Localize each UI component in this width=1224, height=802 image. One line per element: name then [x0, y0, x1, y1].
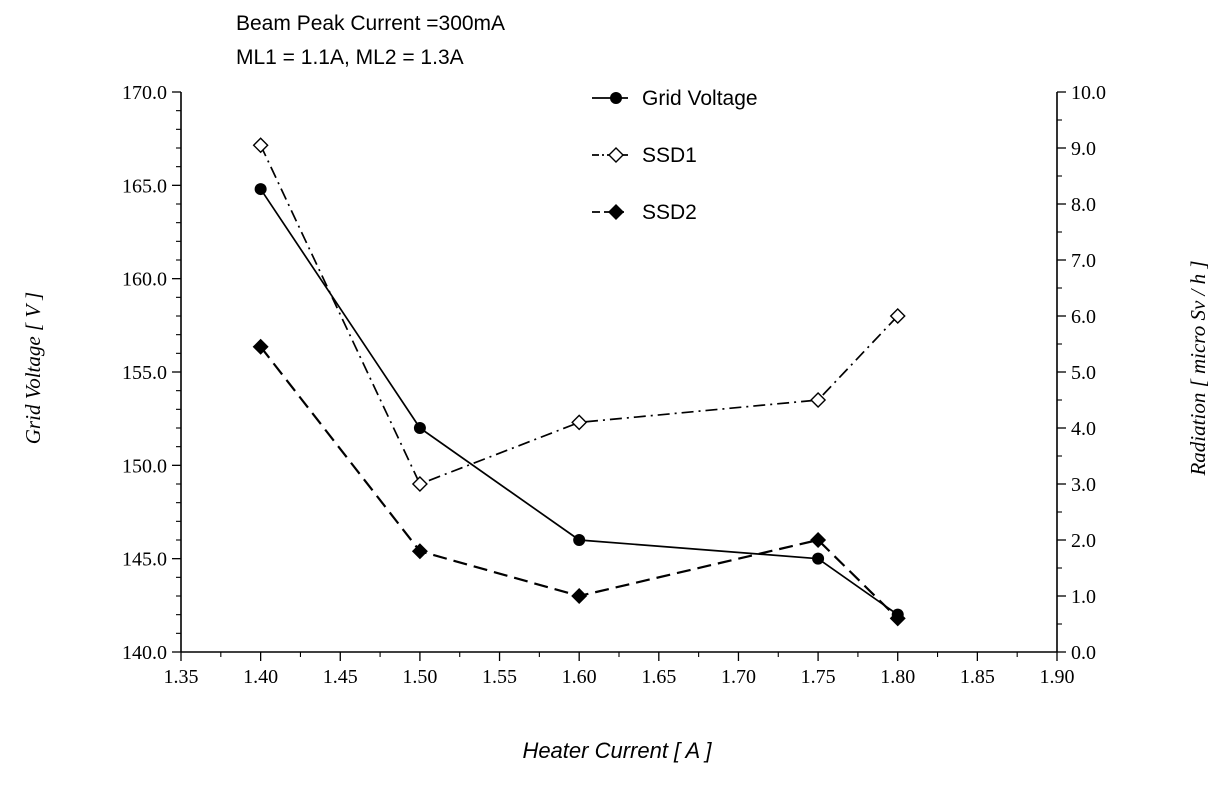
- y-right-tick-label: 6.0: [1071, 306, 1096, 328]
- x-tick-label: 1.60: [562, 666, 597, 688]
- annotation-ml-currents: ML1 = 1.1A, ML2 = 1.3A: [236, 46, 464, 69]
- x-tick-label: 1.75: [801, 666, 836, 688]
- data-point-grid-voltage: [812, 552, 825, 565]
- y-right-tick-label: 7.0: [1071, 250, 1096, 272]
- legend: Grid Voltage SSD1 SSD2: [592, 87, 758, 224]
- data-point-grid-voltage: [573, 534, 586, 546]
- legend-marker-ssd2: [608, 204, 624, 220]
- x-tick-label: 1.80: [880, 666, 915, 688]
- legend-label-ssd1: SSD1: [642, 144, 697, 167]
- y-right-tick-label: 2.0: [1071, 530, 1096, 552]
- y-left-tick-label: 155.0: [122, 362, 167, 384]
- data-point-ssd2: [252, 338, 269, 355]
- x-tick-label: 1.40: [243, 666, 278, 688]
- y-right-tick-label: 0.0: [1071, 642, 1096, 664]
- series-group: [252, 137, 906, 627]
- x-tick-label: 1.35: [164, 666, 199, 688]
- legend-label-ssd2: SSD2: [642, 201, 697, 224]
- y-left-tick-label: 140.0: [122, 642, 167, 664]
- data-point-grid-voltage: [254, 183, 267, 196]
- y-left-tick-label: 150.0: [122, 455, 167, 477]
- data-point-ssd2: [889, 610, 906, 627]
- y-left-tick-label: 165.0: [122, 175, 167, 197]
- series-line-ssd1: [259, 144, 899, 486]
- x-axis-label: Heater Current [ A ]: [522, 738, 712, 763]
- y-left-tick-label: 145.0: [122, 549, 167, 571]
- legend-marker-ssd1: [608, 147, 624, 163]
- data-point-ssd2: [411, 543, 428, 560]
- x-tick-label: 1.65: [641, 666, 676, 688]
- axes-group: [180, 92, 1058, 653]
- x-tick-label: 1.90: [1040, 666, 1075, 688]
- x-tick-label: 1.85: [960, 666, 995, 688]
- x-tick-label: 1.45: [323, 666, 358, 688]
- x-tick-label: 1.55: [482, 666, 517, 688]
- data-point-ssd1: [889, 308, 906, 324]
- y-left-tick-label: 170.0: [122, 82, 167, 104]
- x-tick-label: 1.50: [402, 666, 437, 688]
- x-tick-label: 1.70: [721, 666, 756, 688]
- y-left-tick-label: 160.0: [122, 269, 167, 291]
- y-right-tick-label: 10.0: [1071, 82, 1106, 104]
- data-point-ssd2: [810, 532, 827, 548]
- series-line-ssd2: [259, 346, 899, 620]
- y-right-tick-label: 1.0: [1071, 586, 1096, 608]
- data-point-ssd1: [571, 414, 588, 431]
- data-point-ssd1: [411, 476, 428, 492]
- legend-marker-grid-voltage: [610, 92, 622, 104]
- data-point-ssd1: [810, 392, 827, 408]
- y-axis-left-label: Grid Voltage [ V ]: [21, 292, 45, 444]
- y-right-tick-label: 8.0: [1071, 194, 1096, 216]
- legend-label-grid-voltage: Grid Voltage: [642, 87, 758, 110]
- y-axis-right-label: Radiation [ micro Sv / h ]: [1186, 260, 1210, 476]
- data-point-ssd1: [252, 137, 269, 154]
- y-right-tick-label: 3.0: [1071, 474, 1096, 496]
- annotation-beam-current: Beam Peak Current =300mA: [236, 12, 505, 35]
- data-point-grid-voltage: [413, 422, 426, 434]
- y-right-tick-label: 9.0: [1071, 138, 1096, 160]
- y-right-tick-label: 5.0: [1071, 362, 1096, 384]
- y-right-tick-label: 4.0: [1071, 418, 1096, 440]
- ticks-group: 1.35 1.40 1.45 1.50 1.55 1.60 1.65 1.70 1.75 1.80…: [122, 82, 1106, 688]
- data-point-ssd2: [571, 588, 588, 604]
